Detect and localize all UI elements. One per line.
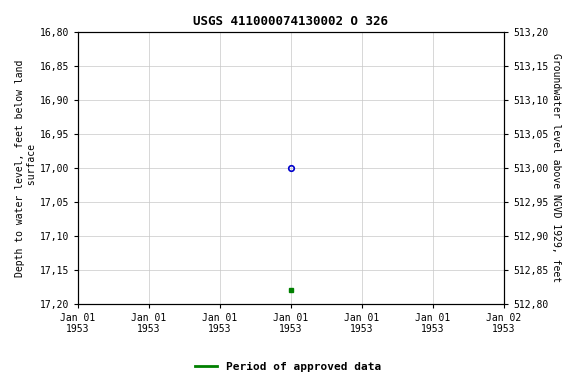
Legend: Period of approved data: Period of approved data bbox=[191, 358, 385, 377]
Y-axis label: Groundwater level above NGVD 1929, feet: Groundwater level above NGVD 1929, feet bbox=[551, 53, 561, 283]
Y-axis label: Depth to water level, feet below land
 surface: Depth to water level, feet below land su… bbox=[15, 59, 37, 276]
Title: USGS 411000074130002 O 326: USGS 411000074130002 O 326 bbox=[194, 15, 388, 28]
